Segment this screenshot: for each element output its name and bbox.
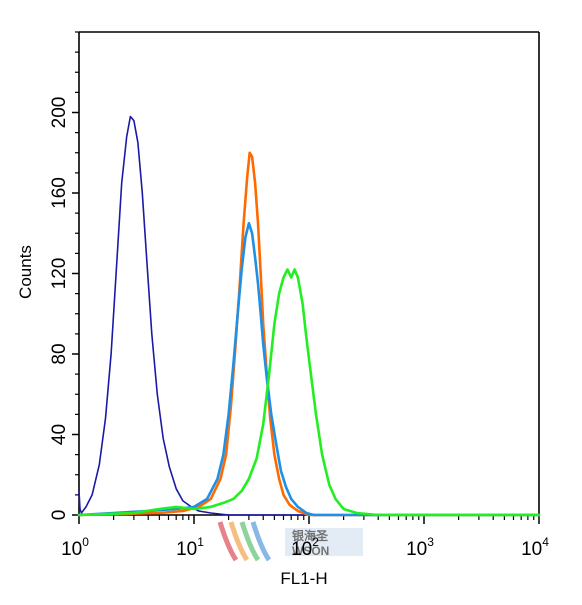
x-tick-label: 102	[291, 535, 319, 560]
series-layer	[77, 115, 541, 517]
x-tick-label: 103	[406, 535, 434, 560]
watermark-logo: 银海圣 WSON	[217, 521, 363, 562]
x-tick-label: 101	[176, 535, 204, 560]
x-axis-title: FL1-H	[280, 569, 327, 588]
y-tick-label: 160	[49, 177, 70, 209]
svg-text:银海圣: 银海圣	[292, 528, 329, 543]
y-tick-label: 40	[49, 424, 70, 445]
histogram-series-1	[78, 115, 540, 516]
x-tick-label: 100	[61, 535, 89, 560]
y-axis-title: Counts	[16, 245, 35, 299]
x-tick-label: 104	[521, 535, 549, 560]
y-tick-label: 120	[49, 258, 70, 290]
y-tick-label: 200	[49, 97, 70, 129]
histogram-series-4	[77, 268, 541, 517]
y-axis-ticks: 0 40 80 120 160 200	[49, 31, 79, 521]
x-axis-ticks: 100 101 102 103 104	[61, 515, 549, 560]
histogram-series-3	[77, 221, 541, 517]
histogram-series-2	[77, 151, 541, 517]
svg-text:WSON: WSON	[292, 544, 329, 558]
y-tick-label: 80	[49, 343, 70, 364]
y-tick-label: 0	[49, 510, 70, 521]
